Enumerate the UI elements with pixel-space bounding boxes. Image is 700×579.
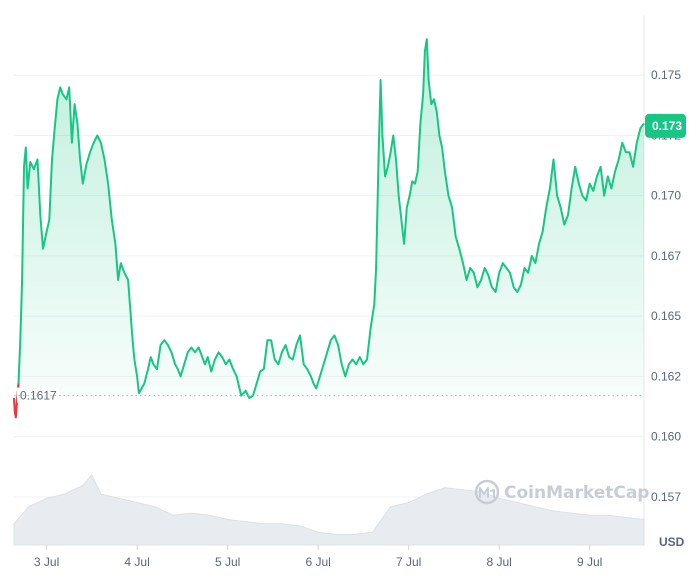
x-tick-label: 6 Jul [305,555,330,569]
x-tick-label: 8 Jul [486,555,511,569]
x-tick-label: 4 Jul [124,555,149,569]
x-axis: 3 Jul 4 Jul 5 Jul 6 Jul 7 Jul 8 Jul 9 Jul [34,545,602,569]
y-tick-label: 0.157 [651,490,681,504]
y-tick-label: 0.175 [651,68,681,82]
y-tick-label: 0.162 [651,369,681,383]
price-area-fill [14,39,644,418]
watermark: CoinMarketCap [474,479,649,505]
y-tick-label: 0.165 [651,309,681,323]
x-tick-label: 9 Jul [577,555,602,569]
x-tick-label: 7 Jul [396,555,421,569]
reference-price-label: 0.1617 [20,389,57,403]
currency-label: USD [659,535,685,549]
volume-area [13,473,645,546]
current-price-badge: 0.173 [645,113,686,138]
watermark-text: CoinMarketCap [504,483,649,503]
coinmarketcap-logo-icon [474,479,500,505]
price-area [14,39,644,418]
price-line-green [13,38,645,419]
reference-price: 0.1617 [14,387,644,403]
y-tick-label: 0.160 [651,430,681,444]
volume-shape [13,473,645,546]
y-tick-label: 0.170 [651,189,681,203]
x-tick-label: 5 Jul [215,555,240,569]
current-price-label: 0.173 [652,119,682,133]
y-tick-label: 0.167 [651,249,681,263]
x-tick-label: 3 Jul [34,555,59,569]
current-price-badge-bg [645,113,686,138]
